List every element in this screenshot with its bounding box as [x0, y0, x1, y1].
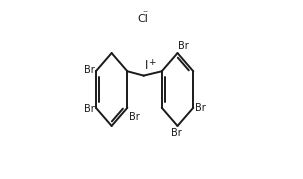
- Text: Cl: Cl: [138, 14, 148, 24]
- Text: +: +: [148, 58, 156, 67]
- Text: ⁻: ⁻: [142, 9, 147, 19]
- Text: Br: Br: [129, 112, 139, 122]
- Text: Br: Br: [195, 103, 205, 113]
- Text: Br: Br: [171, 128, 182, 138]
- Text: I: I: [145, 59, 148, 72]
- Text: Br: Br: [84, 104, 95, 114]
- Text: Br: Br: [84, 65, 95, 75]
- Text: Br: Br: [178, 41, 189, 51]
